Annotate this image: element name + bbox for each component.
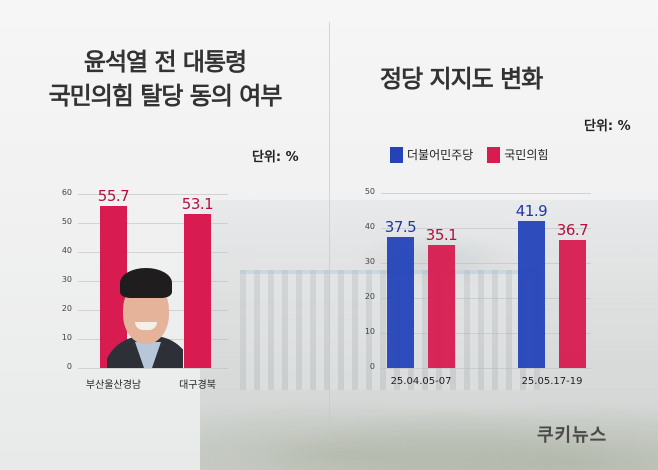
legend-label: 국민의힘 [504, 148, 549, 162]
y-tick-label: 10 [61, 333, 72, 342]
bar-더불어민주당-25.04.05-07 [387, 236, 414, 368]
gridline [78, 194, 228, 195]
gridline [381, 263, 591, 264]
y-tick-label: 50 [61, 217, 72, 226]
y-tick-label: 30 [61, 275, 72, 284]
gridline [78, 252, 228, 253]
category-label: 25.04.05-07 [390, 376, 452, 387]
gridline [78, 368, 228, 369]
y-tick-label: 20 [364, 292, 375, 301]
category-label: 대구경북 [179, 380, 216, 391]
left-chart-title: 윤석열 전 대통령 국민의힘 탈당 동의 여부 [40, 45, 290, 113]
legend-label: 더불어민주당 [407, 148, 474, 162]
portrait-smile [135, 322, 157, 330]
category-label: 25.05.17-19 [521, 376, 583, 387]
gridline [381, 228, 591, 229]
category-label: 부산울산경남 [85, 380, 142, 391]
left-unit-label: 단위: % [252, 150, 299, 165]
gridline [381, 193, 591, 194]
right-chart-legend: 더불어민주당 국민의힘 [390, 146, 562, 163]
bar-대구경북 [184, 214, 211, 368]
left-title-line1: 윤석열 전 대통령 [83, 48, 247, 76]
value-label: 36.7 [556, 220, 589, 239]
gridline [381, 333, 591, 334]
legend-swatch-red [487, 146, 501, 163]
y-tick-label: 20 [61, 304, 72, 313]
y-tick-label: 40 [61, 246, 72, 255]
bar-더불어민주당-25.05.17-19 [518, 221, 545, 368]
left-title-line2: 국민의힘 탈당 동의 여부 [48, 82, 283, 110]
background-trees [200, 390, 658, 470]
bar-국민의힘-25.04.05-07 [428, 245, 455, 368]
bar-국민의힘-25.05.17-19 [559, 239, 586, 368]
right-bar-chart: 0 10 20 30 40 50 37.5 35.1 25.04.05-07 41.9 36.7 25… [365, 187, 591, 387]
y-tick-label: 30 [364, 257, 375, 266]
y-tick-label: 40 [364, 222, 375, 231]
gridline [78, 223, 228, 224]
value-label: 35.1 [425, 226, 458, 245]
legend-item-ppp: 국민의힘 [487, 146, 548, 163]
brand-logo: 쿠키뉴스 [537, 425, 608, 446]
yoon-portrait-photo [107, 264, 183, 368]
value-label: 37.5 [384, 217, 417, 236]
legend-item-democratic: 더불어민주당 [390, 146, 473, 163]
y-tick-label: 0 [66, 362, 72, 371]
y-tick-label: 60 [61, 188, 72, 197]
gridline [381, 298, 591, 299]
value-label: 55.7 [97, 187, 130, 206]
right-unit-label: 단위: % [584, 119, 631, 134]
right-chart-title: 정당 지지도 변화 [380, 65, 543, 93]
legend-swatch-blue [390, 146, 403, 163]
panel-divider [329, 22, 330, 442]
y-tick-label: 0 [369, 362, 375, 371]
portrait-hair [120, 268, 172, 298]
value-label: 41.9 [515, 202, 548, 221]
value-label: 53.1 [181, 195, 214, 213]
gridline [381, 368, 591, 369]
y-tick-label: 10 [364, 327, 375, 336]
y-tick-label: 50 [364, 187, 375, 196]
